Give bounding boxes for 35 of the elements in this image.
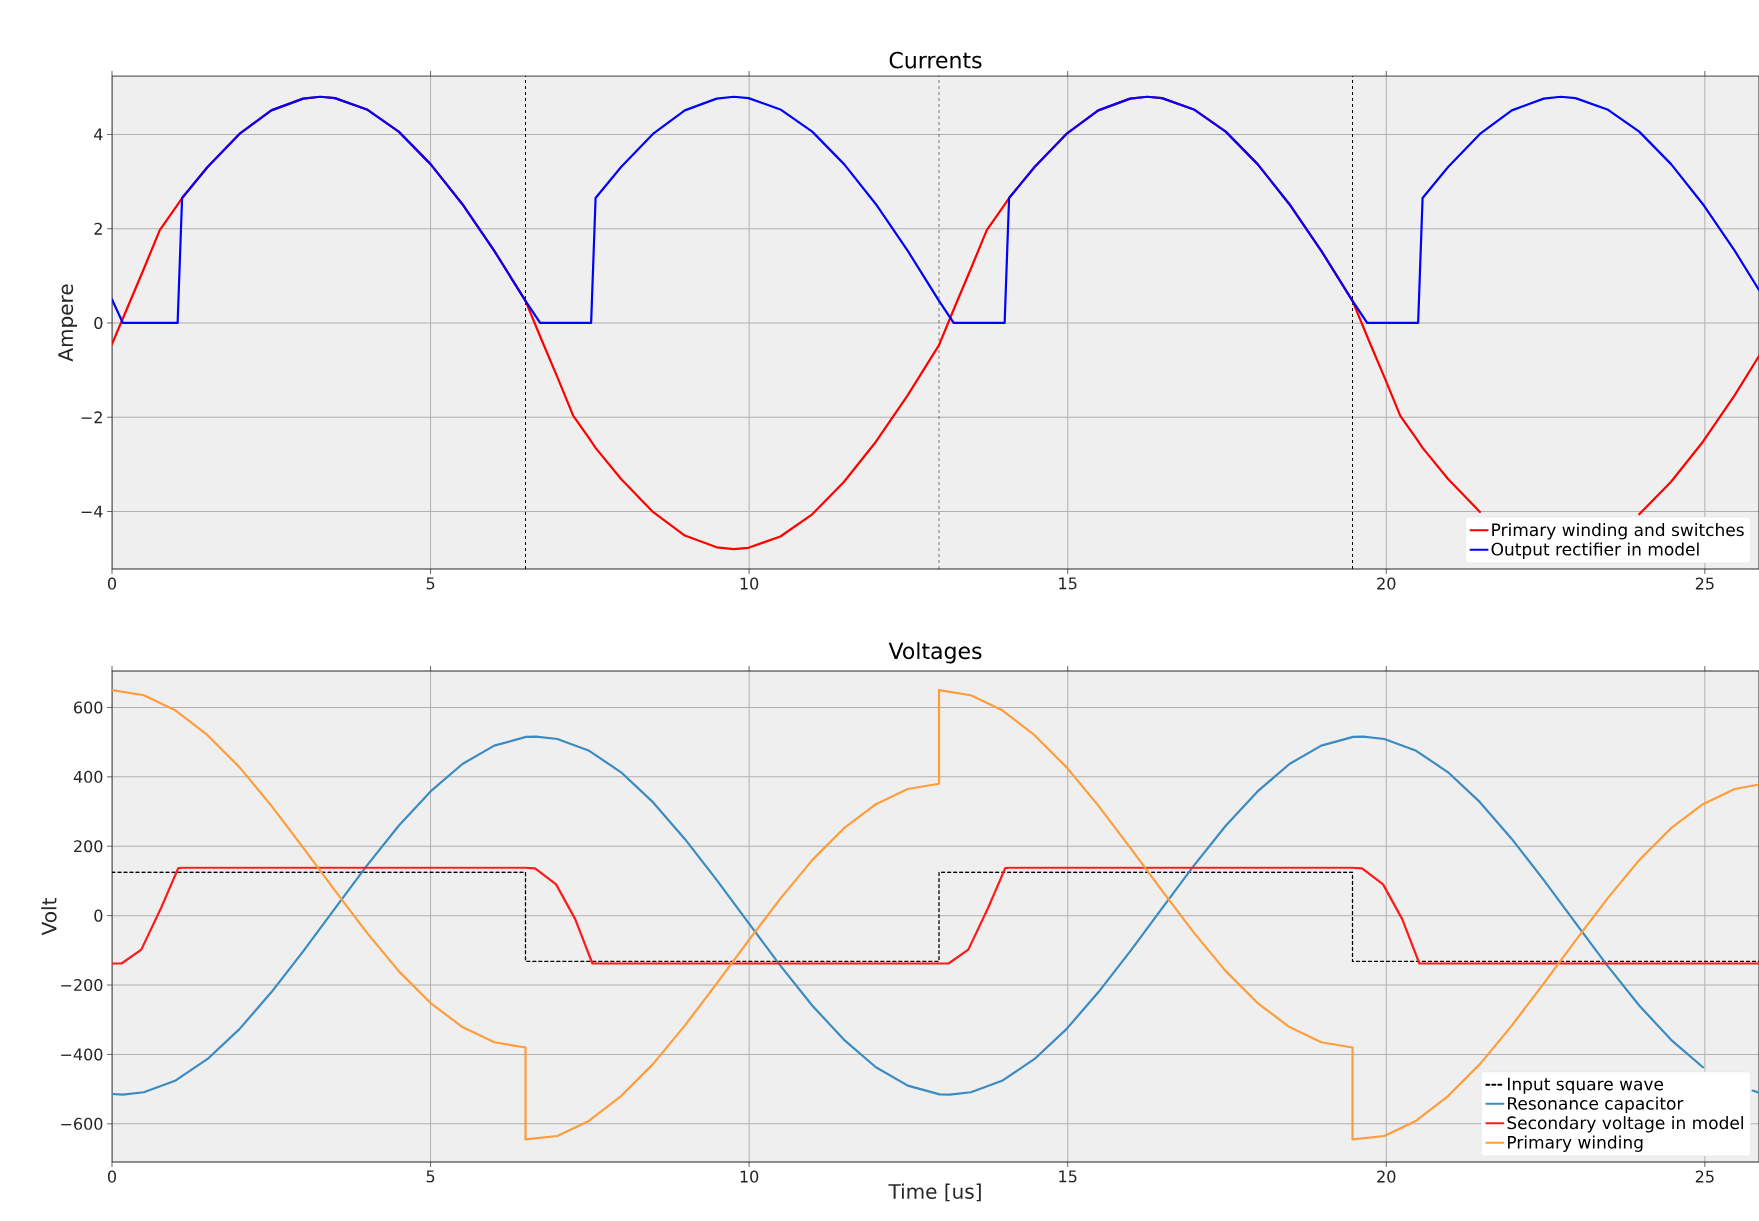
y-tick-label: −2 xyxy=(81,411,102,424)
y-axis-title: Ampere xyxy=(58,284,78,362)
y-tick-label: −4 xyxy=(81,505,103,518)
x-tick-label: 10 xyxy=(740,1170,759,1183)
legend-label: Resonance capacitor xyxy=(1508,1096,1684,1114)
y-tick-label: 0 xyxy=(94,316,103,330)
y-tick-label: −200 xyxy=(61,978,103,992)
y-tick-label: 200 xyxy=(74,840,103,853)
x-tick-label: 5 xyxy=(426,1170,435,1183)
y-tick-label: −400 xyxy=(61,1048,103,1061)
y-tick-label: −600 xyxy=(61,1117,103,1130)
legend-label: Output rectifier in model xyxy=(1491,542,1699,559)
x-tick-label: 0 xyxy=(107,577,117,590)
x-tick-label: 0 xyxy=(107,1170,117,1183)
chart-title: Currents xyxy=(889,51,982,69)
y-tick-label: 600 xyxy=(74,701,103,714)
y-tick-label: 4 xyxy=(94,128,103,141)
legend-label: Primary winding xyxy=(1508,1135,1643,1152)
x-tick-label: 20 xyxy=(1377,577,1396,590)
x-axis-title: Time [us] xyxy=(888,1183,981,1202)
x-tick-label: 25 xyxy=(1695,1170,1714,1183)
y-tick-label: 0 xyxy=(94,909,103,922)
chart-title: Voltages xyxy=(888,642,982,664)
x-tick-label: 5 xyxy=(426,577,435,590)
y-tick-label: 400 xyxy=(73,770,103,783)
x-tick-label: 15 xyxy=(1059,577,1077,590)
y-tick-label: 2 xyxy=(94,222,102,235)
legend-label: Secondary voltage in model xyxy=(1507,1116,1743,1133)
legend-label: Primary winding and switches xyxy=(1492,523,1744,540)
x-tick-label: 25 xyxy=(1695,577,1714,590)
y-axis-title: Volt xyxy=(41,898,57,936)
x-tick-label: 15 xyxy=(1059,1170,1077,1183)
legend-label: Input square wave xyxy=(1508,1077,1664,1094)
x-tick-label: 20 xyxy=(1377,1170,1396,1183)
x-tick-label: 10 xyxy=(740,577,759,590)
